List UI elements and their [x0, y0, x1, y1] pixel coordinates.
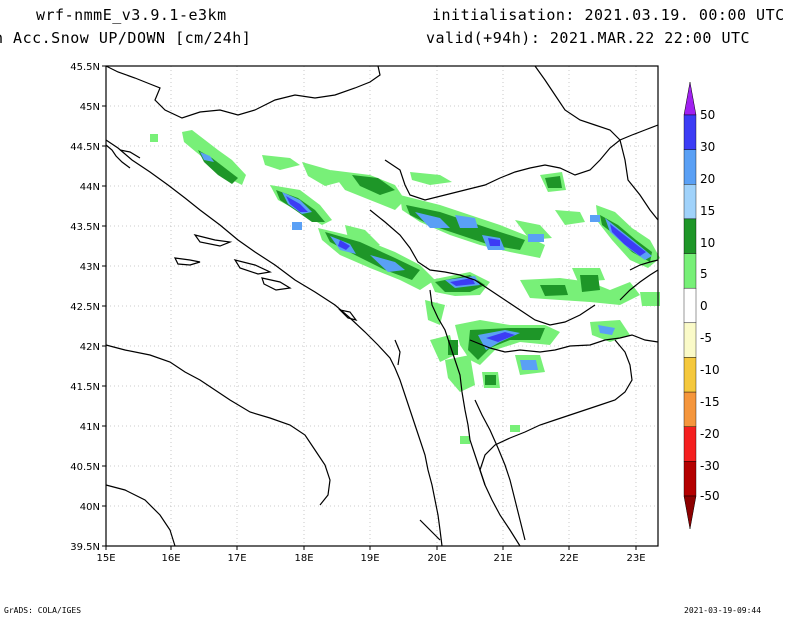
- lat-label: 40N: [80, 502, 100, 513]
- legend-label: -50: [700, 489, 720, 503]
- lon-label: 18E: [294, 553, 313, 564]
- legend-color-box: [683, 461, 697, 497]
- model-title: wrf-nmmE_v3.9.1-e3km: [36, 6, 227, 24]
- lat-labels: 45.5N 45N 44.5N 44N 43.5N 43N 42.5N 42N …: [70, 62, 100, 553]
- lat-label: 41N: [80, 422, 100, 433]
- lat-label: 44.5N: [70, 142, 100, 153]
- lon-label: 16E: [161, 553, 180, 564]
- lon-label: 19E: [360, 553, 379, 564]
- footer-credit: GrADS: COLA/IGES: [4, 606, 82, 615]
- legend-color-box: [683, 322, 697, 358]
- lon-labels: 15E 16E 17E 18E 19E 20E 21E 22E 23E: [96, 553, 645, 564]
- lon-label: 15E: [96, 553, 115, 564]
- lon-label: 23E: [626, 553, 645, 564]
- legend-label: 50: [700, 108, 715, 122]
- legend-color-box: [683, 218, 697, 254]
- legend-label: -15: [700, 395, 720, 409]
- lon-label: 21E: [493, 553, 512, 564]
- legend-boxes: [683, 114, 697, 497]
- lat-label: 41.5N: [70, 382, 100, 393]
- legend-label: 10: [700, 236, 715, 250]
- legend-label: 5: [700, 267, 708, 281]
- lat-label: 39.5N: [70, 542, 100, 553]
- legend-color-box: [683, 426, 697, 462]
- lat-label: 40.5N: [70, 462, 100, 473]
- legend-bottom-arrow: [683, 495, 697, 530]
- lat-label: 42.5N: [70, 302, 100, 313]
- lon-ticks: [105, 546, 637, 550]
- lat-ticks: [102, 65, 106, 547]
- lat-label: 44N: [80, 182, 100, 193]
- legend-label: -30: [700, 459, 720, 473]
- lat-label: 43.5N: [70, 222, 100, 233]
- legend-label: 15: [700, 204, 715, 218]
- color-legend: 50 30 20 15 10 5 0 -5 -10 -15 -20 -30 -5…: [683, 81, 720, 530]
- init-time: initialisation: 2021.03.19. 00:00 UTC: [432, 6, 785, 24]
- lat-label: 43N: [80, 262, 100, 273]
- legend-label: 0: [700, 299, 708, 313]
- legend-color-box: [683, 253, 697, 289]
- lon-label: 20E: [427, 553, 446, 564]
- coastlines-and-borders: [105, 65, 659, 547]
- footer-timestamp: 2021-03-19-09:44: [684, 606, 762, 615]
- legend-color-box: [683, 114, 697, 150]
- legend-label: -20: [700, 427, 720, 441]
- legend-label: -5: [700, 331, 712, 345]
- snow-accumulation-field: [150, 130, 660, 444]
- legend-color-box: [683, 149, 697, 185]
- legend-label: 20: [700, 172, 715, 186]
- legend-label: 30: [700, 140, 715, 154]
- legend-color-box: [683, 287, 697, 324]
- lat-label: 45N: [80, 102, 100, 113]
- lat-label: 45.5N: [70, 62, 100, 73]
- legend-top-arrow: [683, 81, 697, 116]
- legend-label: -10: [700, 363, 720, 377]
- field-title: n Acc.Snow UP/DOWN [cm/24h]: [0, 29, 252, 47]
- lon-label: 17E: [227, 553, 246, 564]
- lon-label: 22E: [559, 553, 578, 564]
- valid-time: valid(+94h): 2021.MAR.22 22:00 UTC: [426, 29, 751, 47]
- lat-label: 42N: [80, 342, 100, 353]
- legend-color-box: [683, 357, 697, 393]
- legend-color-box: [683, 391, 697, 427]
- legend-color-box: [683, 184, 697, 220]
